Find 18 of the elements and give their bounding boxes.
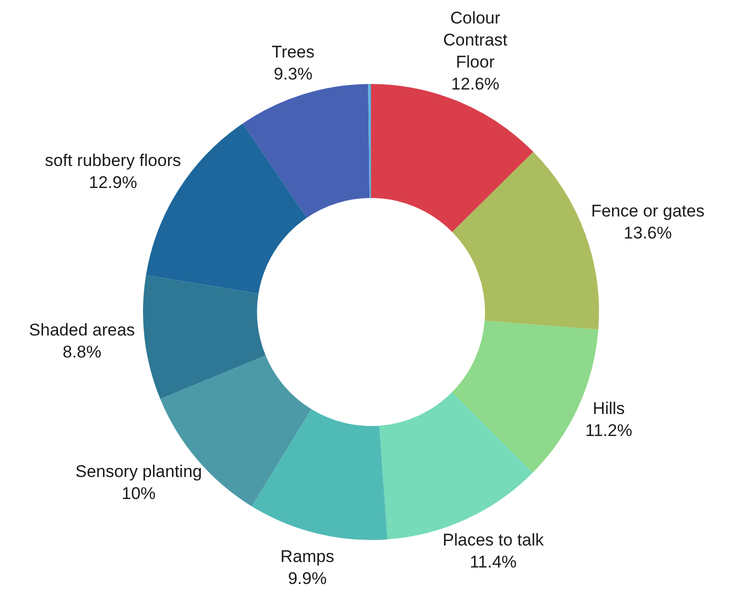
- slice-label: Fence or gates: [591, 201, 704, 220]
- data-label: 9.3%: [274, 64, 312, 84]
- slice-label: Hills: [592, 398, 625, 418]
- slice-label: Ramps: [280, 547, 334, 566]
- slice-label: Colour Contrast Floor: [443, 8, 508, 72]
- slice-label: Trees: [272, 42, 315, 62]
- slice-label: soft rubbery floors: [44, 150, 181, 170]
- slice-label: Places to talk: [442, 530, 544, 550]
- data-label: 11.2%: [585, 420, 632, 440]
- data-label: 12.6%: [451, 74, 500, 94]
- data-label: 13.6%: [624, 223, 672, 242]
- data-label: 11.4%: [470, 552, 517, 572]
- data-label: 12.9%: [88, 172, 138, 192]
- data-label: 9.9%: [288, 569, 327, 588]
- data-label: 10%: [122, 484, 156, 503]
- slice-label: Shaded areas: [29, 320, 135, 340]
- slice-label: Sensory planting: [75, 462, 202, 481]
- data-label: 8.8%: [62, 342, 102, 362]
